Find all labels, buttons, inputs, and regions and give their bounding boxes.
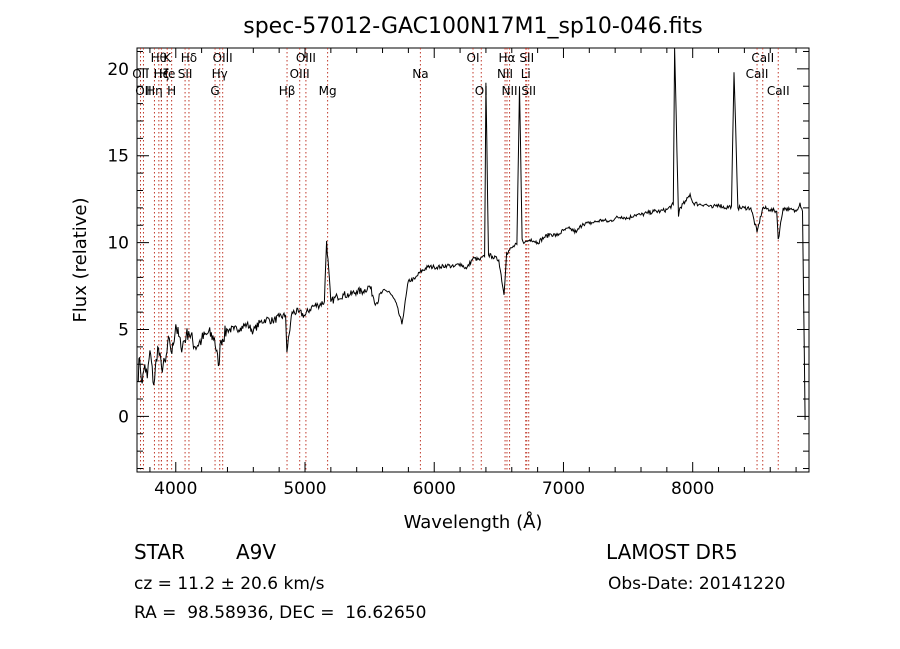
y-tick-label: 20 [107,60,129,80]
y-tick-label: 10 [107,234,129,254]
line-marker-labels: OIIOIIHηHζHεHθKHeHSIIHδGHγOIIIHβOIIIOIII… [132,51,789,98]
line-marker-label: SII [519,51,534,65]
line-marker-label: OIII [290,67,310,81]
line-marker-label: NII [502,84,518,98]
survey-name: LAMOST DR5 [606,540,738,564]
x-tick-label: 8000 [671,479,714,499]
line-marker-label: OIII [296,51,316,65]
y-tick-label: 5 [118,321,129,341]
line-marker-label: G [210,84,219,98]
line-marker-label: Hγ [212,67,228,81]
line-marker-label: K [163,51,172,65]
coordinates: RA = 98.58936, DEC = 16.62650 [134,603,427,623]
line-marker-label: CaII [751,51,774,65]
line-marker-label: Na [412,67,428,81]
redshift-velocity: cz = 11.2 ± 20.6 km/s [134,574,325,594]
line-marker-label: NII [497,67,513,81]
line-marker-label: SII [521,84,536,98]
line-marker-label: Hη [146,84,163,98]
line-marker-label: OI [475,84,488,98]
x-tick-label: 4000 [154,479,197,499]
line-marker-label: Mg [319,84,337,98]
line-marker-label: He [159,67,175,81]
x-axis-label: Wavelength (Å) [404,511,543,533]
line-marker-label: Hβ [279,84,296,98]
object-subclass: A9V [236,540,277,564]
x-tick-label: 6000 [413,479,456,499]
line-marker-label: SII [178,67,193,81]
line-marker-label: OI [467,51,480,65]
line-marker-label: H [167,84,176,98]
line-marker-label: Hθ [151,51,167,65]
line-marker-label: OIII [213,51,233,65]
line-marker-label: Hε [154,67,170,81]
line-marker-label: CaII [767,84,790,98]
line-marker-label: Hζ [154,67,170,81]
line-marker-label: Li [521,67,531,81]
spectrum-line [137,47,806,420]
axis-ticks: 4000 5000 6000 7000 8000 0 5 10 15 20 [107,48,809,499]
chart-title: spec-57012-GAC100N17M1_sp10-046.fits [243,14,703,39]
line-marker-label: OII [132,67,149,81]
y-tick-label: 15 [107,147,129,167]
line-markers [139,48,779,472]
observation-date: Obs-Date: 20141220 [608,574,786,594]
x-tick-label: 7000 [542,479,585,499]
y-axis-label: Flux (relative) [70,197,91,322]
y-tick-label: 0 [118,407,129,427]
line-marker-label: CaII [746,67,769,81]
object-class: STAR [134,540,185,564]
line-marker-label: Hδ [181,51,197,65]
line-marker-label: OII [135,84,152,98]
x-tick-label: 5000 [283,479,326,499]
line-marker-label: Hα [499,51,516,65]
